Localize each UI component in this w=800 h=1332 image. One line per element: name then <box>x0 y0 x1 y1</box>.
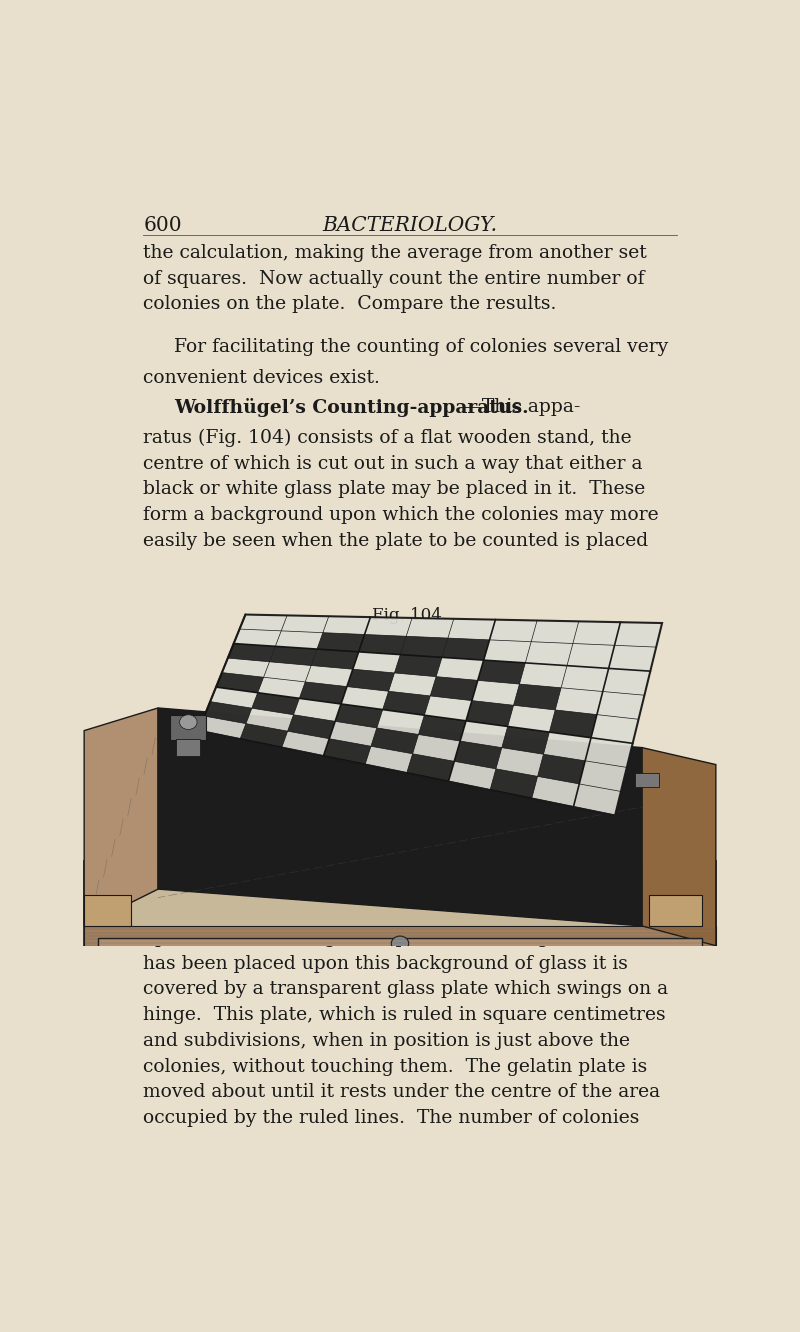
Polygon shape <box>216 673 263 693</box>
Bar <box>170 715 206 741</box>
Text: ratus (Fig. 104) consists of a flat wooden stand, the
centre of which is cut out: ratus (Fig. 104) consists of a flat wood… <box>143 429 659 550</box>
Polygon shape <box>228 643 275 662</box>
Polygon shape <box>158 709 642 926</box>
Polygon shape <box>198 614 662 815</box>
Polygon shape <box>550 710 597 738</box>
Circle shape <box>391 936 409 951</box>
Polygon shape <box>335 703 382 727</box>
Polygon shape <box>394 654 442 677</box>
Text: Wolff hügel’s apparatus for counting colonies.: Wolff hügel’s apparatus for counting col… <box>222 900 598 918</box>
Polygon shape <box>538 754 585 785</box>
Polygon shape <box>204 702 252 723</box>
Polygon shape <box>442 638 490 661</box>
Polygon shape <box>317 633 365 651</box>
Polygon shape <box>84 926 716 946</box>
Bar <box>649 895 702 926</box>
Text: Fig. 104.: Fig. 104. <box>373 607 447 623</box>
Polygon shape <box>478 661 526 685</box>
Polygon shape <box>358 634 406 654</box>
Polygon shape <box>642 747 716 946</box>
Text: —This appa-: —This appa- <box>462 398 580 416</box>
Text: the calculation, making the average from another set
of squares.  Now actually c: the calculation, making the average from… <box>143 244 647 313</box>
Polygon shape <box>514 685 561 710</box>
Polygon shape <box>490 769 538 798</box>
Polygon shape <box>311 649 358 669</box>
Polygon shape <box>502 726 550 754</box>
Polygon shape <box>240 723 288 747</box>
Polygon shape <box>299 682 347 703</box>
Text: upon it.  When the gelatin plate containing the colonies
has been placed upon th: upon it. When the gelatin plate containi… <box>143 930 670 1127</box>
Polygon shape <box>288 715 335 739</box>
Polygon shape <box>400 637 448 658</box>
Text: convenient devices exist.: convenient devices exist. <box>143 369 380 388</box>
Polygon shape <box>252 693 299 715</box>
Polygon shape <box>84 860 716 946</box>
Bar <box>98 938 702 950</box>
Polygon shape <box>454 741 502 769</box>
Polygon shape <box>347 669 394 691</box>
Text: For facilitating the counting of colonies several very: For facilitating the counting of colonie… <box>174 338 669 356</box>
Polygon shape <box>84 709 158 926</box>
Text: Wolffhügel’s Counting-apparatus.: Wolffhügel’s Counting-apparatus. <box>174 398 529 417</box>
Bar <box>635 773 658 787</box>
Polygon shape <box>406 754 454 782</box>
Text: BACTERIOLOGY.: BACTERIOLOGY. <box>322 216 498 236</box>
Polygon shape <box>418 715 466 741</box>
Polygon shape <box>382 691 430 715</box>
Text: 600: 600 <box>143 216 182 236</box>
Polygon shape <box>270 646 317 666</box>
Polygon shape <box>323 739 371 765</box>
Polygon shape <box>430 677 478 701</box>
Polygon shape <box>371 727 418 754</box>
Circle shape <box>179 715 197 730</box>
Bar <box>84 895 131 926</box>
Polygon shape <box>466 701 514 726</box>
Bar <box>176 739 201 757</box>
